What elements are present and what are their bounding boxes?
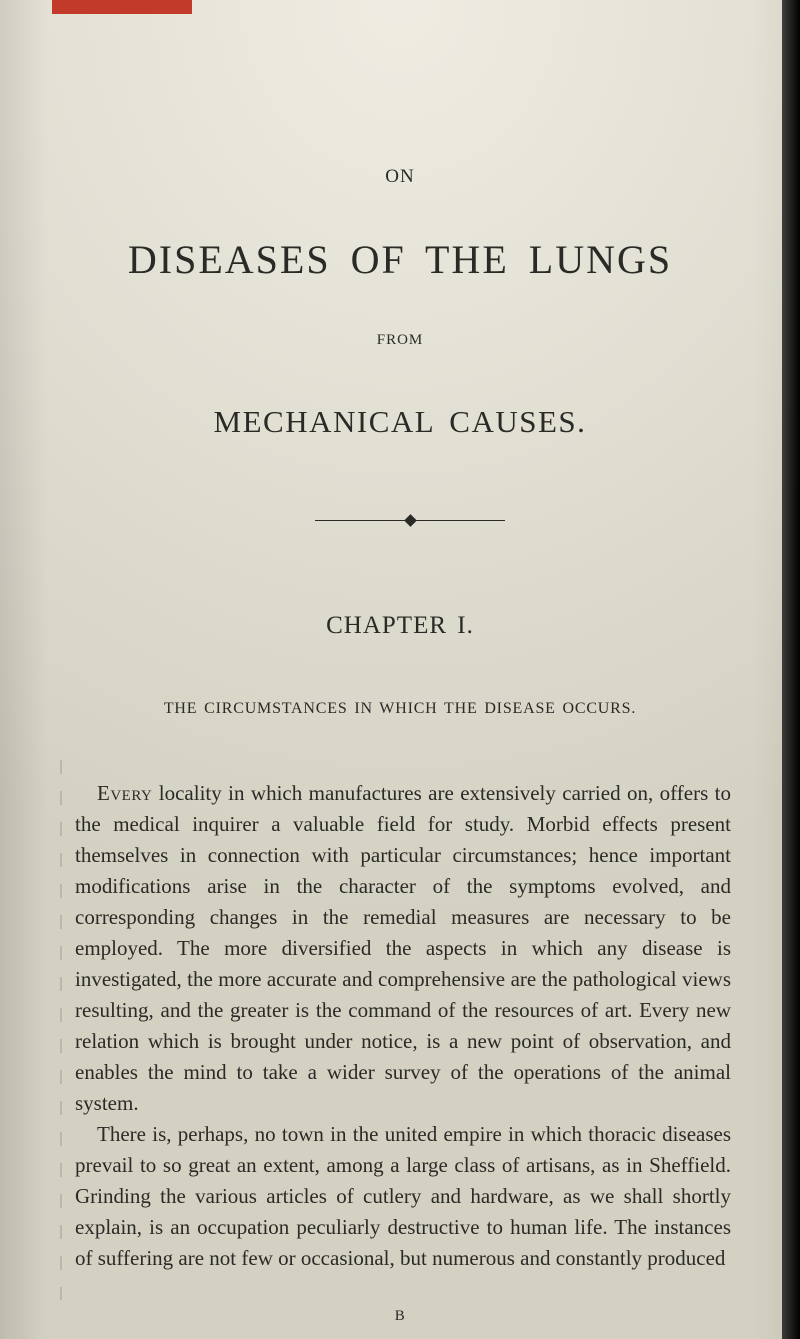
rule-diamond-icon [404,514,417,527]
ornamental-rule [315,520,505,521]
signature-mark: B [0,1308,800,1325]
page: ON DISEASES OF THE LUNGS FROM MECHANICAL… [0,0,800,1339]
overline-from: FROM [0,332,800,349]
paragraph-1-rest: locality in which manufactures are exten… [75,781,731,1115]
rule-line-right [414,520,506,521]
chapter-heading: CHAPTER I. [0,612,800,640]
lead-word: Every [97,781,152,805]
binding-marks [60,760,62,1300]
book-title: DISEASES OF THE LUNGS [0,236,800,283]
paragraph-2: There is, perhaps, no town in the united… [75,1119,731,1274]
top-red-tab [52,0,192,14]
right-dark-edge [782,0,800,1339]
paragraph-1: Every locality in which manufactures are… [75,778,731,1119]
book-subtitle: MECHANICAL CAUSES. [0,404,800,440]
body-text: Every locality in which manufactures are… [75,778,731,1274]
overline-on: ON [0,166,800,188]
section-heading: THE CIRCUMSTANCES IN WHICH THE DISEASE O… [0,700,800,718]
rule-line-left [315,520,407,521]
